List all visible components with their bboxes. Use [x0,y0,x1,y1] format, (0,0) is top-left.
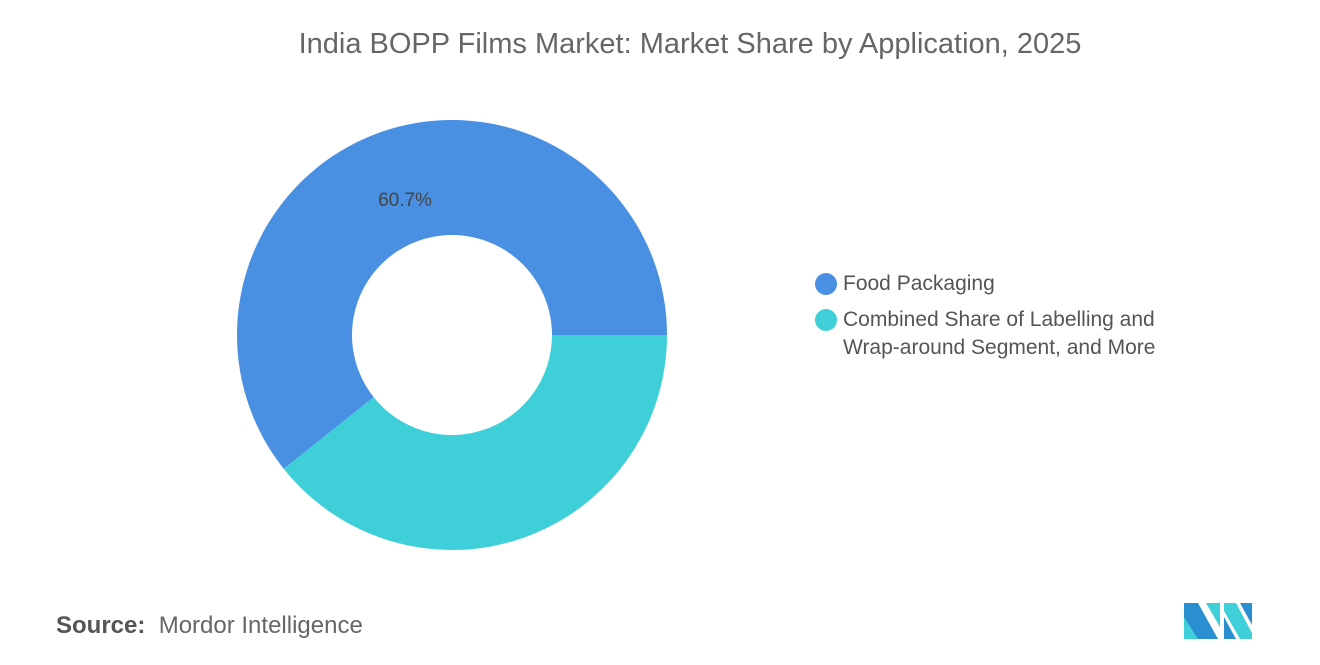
legend-item-food-packaging[interactable]: Food Packaging [815,270,1155,298]
donut-slice-0[interactable] [237,119,667,469]
legend-label-line: Combined Share of Labelling and [843,308,1155,331]
source-label: Source: [56,612,146,639]
legend-label-line: Food Packaging [843,272,995,295]
legend-swatch [815,309,837,331]
chart-title: India BOPP Films Market: Market Share by… [298,28,1082,60]
legend-swatch [815,273,837,295]
source-value: Mordor Intelligence [158,612,363,639]
legend-label-line: Wrap-around Segment, and More [843,336,1156,359]
mordor-intelligence-logo [1184,603,1252,639]
legend: Food Packaging Combined Share of Labelli… [815,270,1155,370]
source-note: Source: Mordor Intelligence [56,612,363,640]
donut-slice-1[interactable] [283,335,667,551]
legend-label: Food Packaging [843,270,995,298]
legend-item-combined-share[interactable]: Combined Share of Labelling and Wrap-arou… [815,306,1155,362]
data-label: 60.7% [378,190,432,211]
legend-label: Combined Share of Labelling and Wrap-arou… [843,306,1155,362]
